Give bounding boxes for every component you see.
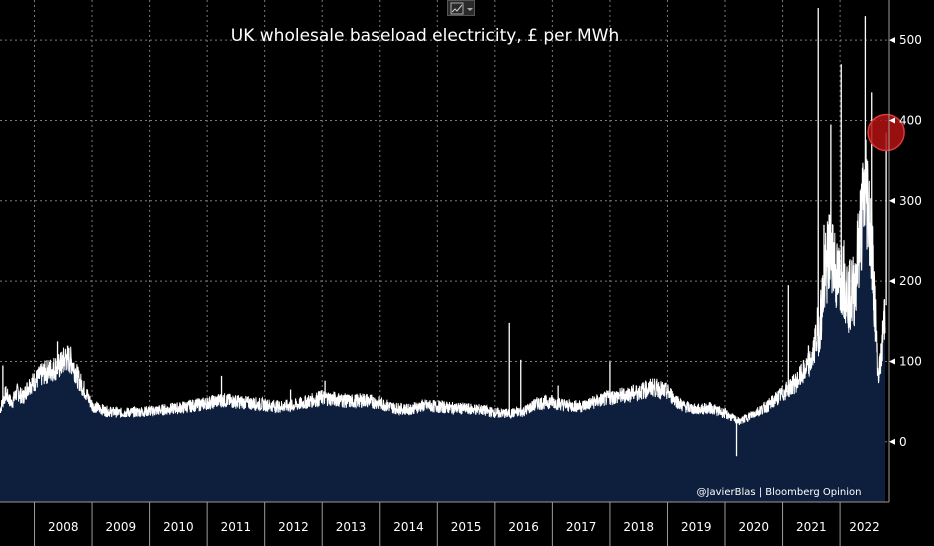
x-axis: 2008 2009 2010 2011 2012 2013 2014 2015 2016 2017… bbox=[0, 501, 934, 546]
y-axis: 0 100 200 300 400 500 bbox=[889, 33, 922, 449]
x-tick-label-2013: 2013 bbox=[336, 520, 367, 534]
chart-type-button[interactable] bbox=[447, 0, 475, 16]
x-tick-label-2016: 2016 bbox=[508, 520, 539, 534]
x-tick-label-2010: 2010 bbox=[163, 520, 194, 534]
y-tick-marker-400 bbox=[889, 117, 895, 124]
y-tick-label-100: 100 bbox=[899, 354, 922, 368]
x-tick-label-2021: 2021 bbox=[796, 520, 827, 534]
x-tick-label-2014: 2014 bbox=[393, 520, 424, 534]
x-tick-label-2008: 2008 bbox=[48, 520, 79, 534]
x-tick-label-2017: 2017 bbox=[566, 520, 597, 534]
grid bbox=[0, 0, 889, 502]
y-tick-marker-0 bbox=[889, 438, 895, 445]
x-tick-label-2022: 2022 bbox=[849, 520, 880, 534]
x-tick-label-2009: 2009 bbox=[106, 520, 137, 534]
latest-price-highlight bbox=[867, 113, 905, 152]
y-tick-label-400: 400 bbox=[899, 113, 922, 127]
chevron-down-icon bbox=[467, 8, 473, 11]
y-tick-label-200: 200 bbox=[899, 274, 922, 288]
y-tick-label-0: 0 bbox=[899, 435, 907, 449]
x-tick-label-2019: 2019 bbox=[681, 520, 712, 534]
price-line bbox=[0, 139, 886, 426]
x-tick-label-2018: 2018 bbox=[623, 520, 654, 534]
y-tick-marker-500 bbox=[889, 37, 895, 44]
chart-title: UK wholesale baseload electricity, £ per… bbox=[231, 26, 619, 46]
x-axis-band bbox=[0, 502, 934, 546]
x-tick-label-2015: 2015 bbox=[451, 520, 482, 534]
y-tick-label-300: 300 bbox=[899, 194, 922, 208]
y-tick-marker-100 bbox=[889, 358, 895, 365]
source-credit: @JavierBlas | Bloomberg Opinion bbox=[697, 487, 862, 498]
line-chart-icon bbox=[450, 2, 473, 15]
x-tick-label-2020: 2020 bbox=[739, 520, 770, 534]
x-tick-label-2011: 2011 bbox=[221, 520, 252, 534]
y-tick-label-500: 500 bbox=[899, 33, 922, 47]
y-tick-marker-200 bbox=[889, 278, 895, 285]
x-tick-label-2012: 2012 bbox=[278, 520, 309, 534]
price-spikes bbox=[2, 8, 887, 457]
price-area bbox=[0, 139, 885, 502]
y-tick-marker-300 bbox=[889, 197, 895, 204]
